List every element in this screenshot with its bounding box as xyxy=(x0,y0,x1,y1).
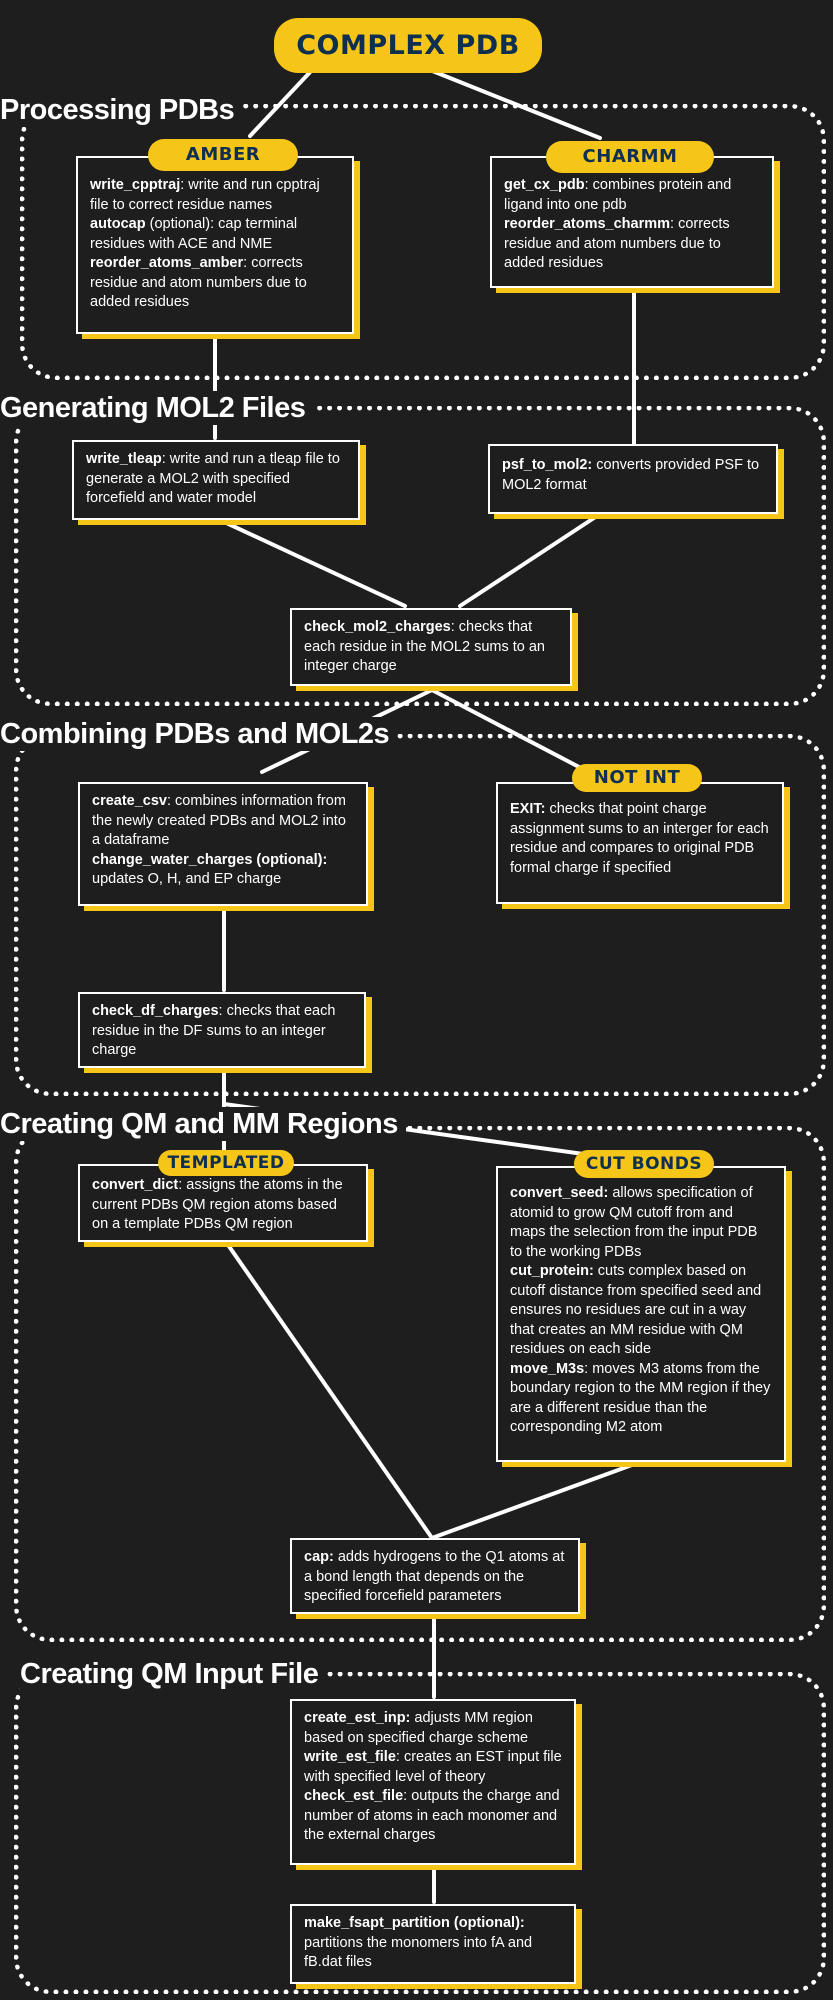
function-description: partitions the monomers into fA and fB.d… xyxy=(304,1934,533,1971)
line-psf-check xyxy=(458,512,602,608)
section-title-combining: Combining PDBs and MOL2s xyxy=(0,717,398,751)
function-description: adds hydrogens to the Q1 atoms at a bond… xyxy=(304,1549,565,1604)
function-name: convert_seed: xyxy=(510,1185,609,1201)
create-csv-box: create_csv: combines information from th… xyxy=(78,782,368,906)
box-entry: convert_dict: assigns the atoms in the c… xyxy=(92,1176,354,1235)
box-entry: move_M3s: moves M3 atoms from the bounda… xyxy=(510,1360,772,1438)
box-entry: write_tleap: write and run a tleap file … xyxy=(86,450,346,509)
function-name: reorder_atoms_charmm xyxy=(504,216,671,232)
cut-bonds-box: convert_seed: allows specification of at… xyxy=(496,1166,786,1462)
line-tleap-check xyxy=(218,518,407,608)
write-tleap-box: write_tleap: write and run a tleap file … xyxy=(72,440,360,520)
amber-box: write_cpptraj: write and run cpptraj fil… xyxy=(76,156,354,334)
function-description: (optional): cap terminal residues with A… xyxy=(90,216,298,252)
charmm-pill: CHARMM xyxy=(546,141,714,173)
box-entry: write_est_file: creates an EST input fil… xyxy=(304,1748,562,1787)
check-df-charges-box: check_df_charges: checks that each resid… xyxy=(78,992,366,1068)
section-qminput-frame xyxy=(14,1672,826,1994)
function-description: updates O, H, and EP charge xyxy=(92,871,282,887)
section-mol2-frame xyxy=(14,406,826,706)
section-combining-frame xyxy=(14,734,826,1096)
function-name: write_est_file xyxy=(304,1749,396,1765)
qm-input-box: create_est_inp: adjusts MM region based … xyxy=(290,1699,576,1865)
function-description: adjusts MM region based on specified cha… xyxy=(304,1710,533,1746)
function-name: move_M3s xyxy=(510,1360,585,1377)
function-name: autocap xyxy=(90,216,146,232)
function-description: : moves M3 atoms from the boundary regio… xyxy=(510,1360,771,1436)
box-entry: cut_protein: cuts complex based on cutof… xyxy=(510,1262,772,1360)
cap-box: cap: adds hydrogens to the Q1 atoms at a… xyxy=(290,1538,580,1614)
box-entry: make_fsapt_partition (optional): partiti… xyxy=(304,1914,562,1973)
function-name: write_tleap xyxy=(86,451,162,467)
box-entry: create_csv: combines information from th… xyxy=(92,792,354,851)
cut-bonds-pill: CUT BONDS xyxy=(574,1150,714,1178)
function-name: EXIT: xyxy=(510,801,546,817)
function-description: converts provided PSF to MOL2 format xyxy=(502,457,760,493)
function-description: : write and run a tleap file to generate… xyxy=(86,451,340,506)
function-name: create_est_inp: xyxy=(304,1710,411,1726)
function-description: cuts complex based on cutoff distance fr… xyxy=(510,1263,762,1357)
box-entry: change_water_charges (optional): updates… xyxy=(92,851,354,890)
box-entry: get_cx_pdb: combines protein and ligand … xyxy=(504,176,760,215)
function-description: : corrects residue and atom numbers due … xyxy=(90,255,307,310)
function-name: change_water_charges (optional): xyxy=(92,851,328,868)
check-mol2-charges-box: check_mol2_charges: checks that each res… xyxy=(290,608,572,686)
function-description: : combines protein and ligand into one p… xyxy=(504,177,732,213)
function-description: : outputs the charge and number of atoms… xyxy=(304,1788,560,1843)
function-name: psf_to_mol2: xyxy=(502,457,593,473)
charmm-box: get_cx_pdb: combines protein and ligand … xyxy=(490,156,774,288)
box-entry: reorder_atoms_amber: corrects residue an… xyxy=(90,254,340,313)
function-description: checks that point charge assignment sums… xyxy=(510,801,769,876)
section-title-qmmm: Creating QM and MM Regions xyxy=(0,1107,406,1141)
function-description: : combines information from the newly cr… xyxy=(92,793,346,848)
function-description: : creates an EST input file with specifi… xyxy=(304,1749,562,1785)
amber-pill: AMBER xyxy=(148,139,298,171)
function-name: check_est_file xyxy=(304,1788,404,1804)
function-name: check_mol2_charges xyxy=(304,619,451,635)
complex-pdb-title: COMPLEX PDB xyxy=(274,18,542,73)
section-qmmm-frame xyxy=(14,1126,826,1642)
box-entry: check_est_file: outputs the charge and n… xyxy=(304,1787,562,1846)
function-description: allows specification of atomid to grow Q… xyxy=(510,1185,758,1260)
function-description: : write and run cpptraj file to correct … xyxy=(90,177,320,213)
function-name: create_csv xyxy=(92,793,167,809)
function-description: : assigns the atoms in the current PDBs … xyxy=(92,1177,343,1232)
function-name: check_df_charges xyxy=(92,1003,219,1019)
box-entry: reorder_atoms_charmm: corrects residue a… xyxy=(504,215,760,274)
section-title-qminput: Creating QM Input File xyxy=(20,1657,327,1691)
section-title-mol2: Generating MOL2 Files xyxy=(0,391,314,425)
function-description: : checks that each residue in the DF sum… xyxy=(92,1003,336,1058)
psf-to-mol2-box: psf_to_mol2: converts provided PSF to MO… xyxy=(488,444,778,514)
function-name: make_fsapt_partition (optional): xyxy=(304,1915,525,1931)
templated-pill: TEMPLATED xyxy=(158,1150,294,1176)
box-entry: write_cpptraj: write and run cpptraj fil… xyxy=(90,176,340,215)
not-int-box: EXIT: checks that point charge assignmen… xyxy=(496,782,784,904)
function-name: cut_protein: xyxy=(510,1263,594,1279)
box-entry: autocap (optional): cap terminal residue… xyxy=(90,215,340,254)
function-name: write_cpptraj xyxy=(90,177,181,193)
line-cutbonds-cap xyxy=(430,1460,642,1540)
section-title-processing: Processing PDBs xyxy=(0,93,243,127)
function-name: reorder_atoms_amber xyxy=(90,255,244,271)
box-entry: psf_to_mol2: converts provided PSF to MO… xyxy=(502,456,764,495)
function-description: : checks that each residue in the MOL2 s… xyxy=(304,619,545,674)
function-name: convert_dict xyxy=(92,1177,179,1193)
box-entry: check_mol2_charges: checks that each res… xyxy=(304,618,558,677)
box-entry: EXIT: checks that point charge assignmen… xyxy=(510,800,770,878)
line-convertdict-cap xyxy=(224,1240,434,1540)
section-processing-frame xyxy=(20,104,826,380)
box-entry: convert_seed: allows specification of at… xyxy=(510,1184,772,1262)
fsapt-partition-box: make_fsapt_partition (optional): partiti… xyxy=(290,1904,576,1984)
box-entry: check_df_charges: checks that each resid… xyxy=(92,1002,352,1061)
function-name: cap: xyxy=(304,1549,334,1565)
line-title-amber xyxy=(248,68,314,138)
function-name: get_cx_pdb xyxy=(504,177,585,193)
box-entry: create_est_inp: adjusts MM region based … xyxy=(304,1709,562,1748)
not-int-pill: NOT INT xyxy=(572,764,702,792)
box-entry: cap: adds hydrogens to the Q1 atoms at a… xyxy=(304,1548,566,1607)
function-description: : corrects residue and atom numbers due … xyxy=(504,216,730,271)
